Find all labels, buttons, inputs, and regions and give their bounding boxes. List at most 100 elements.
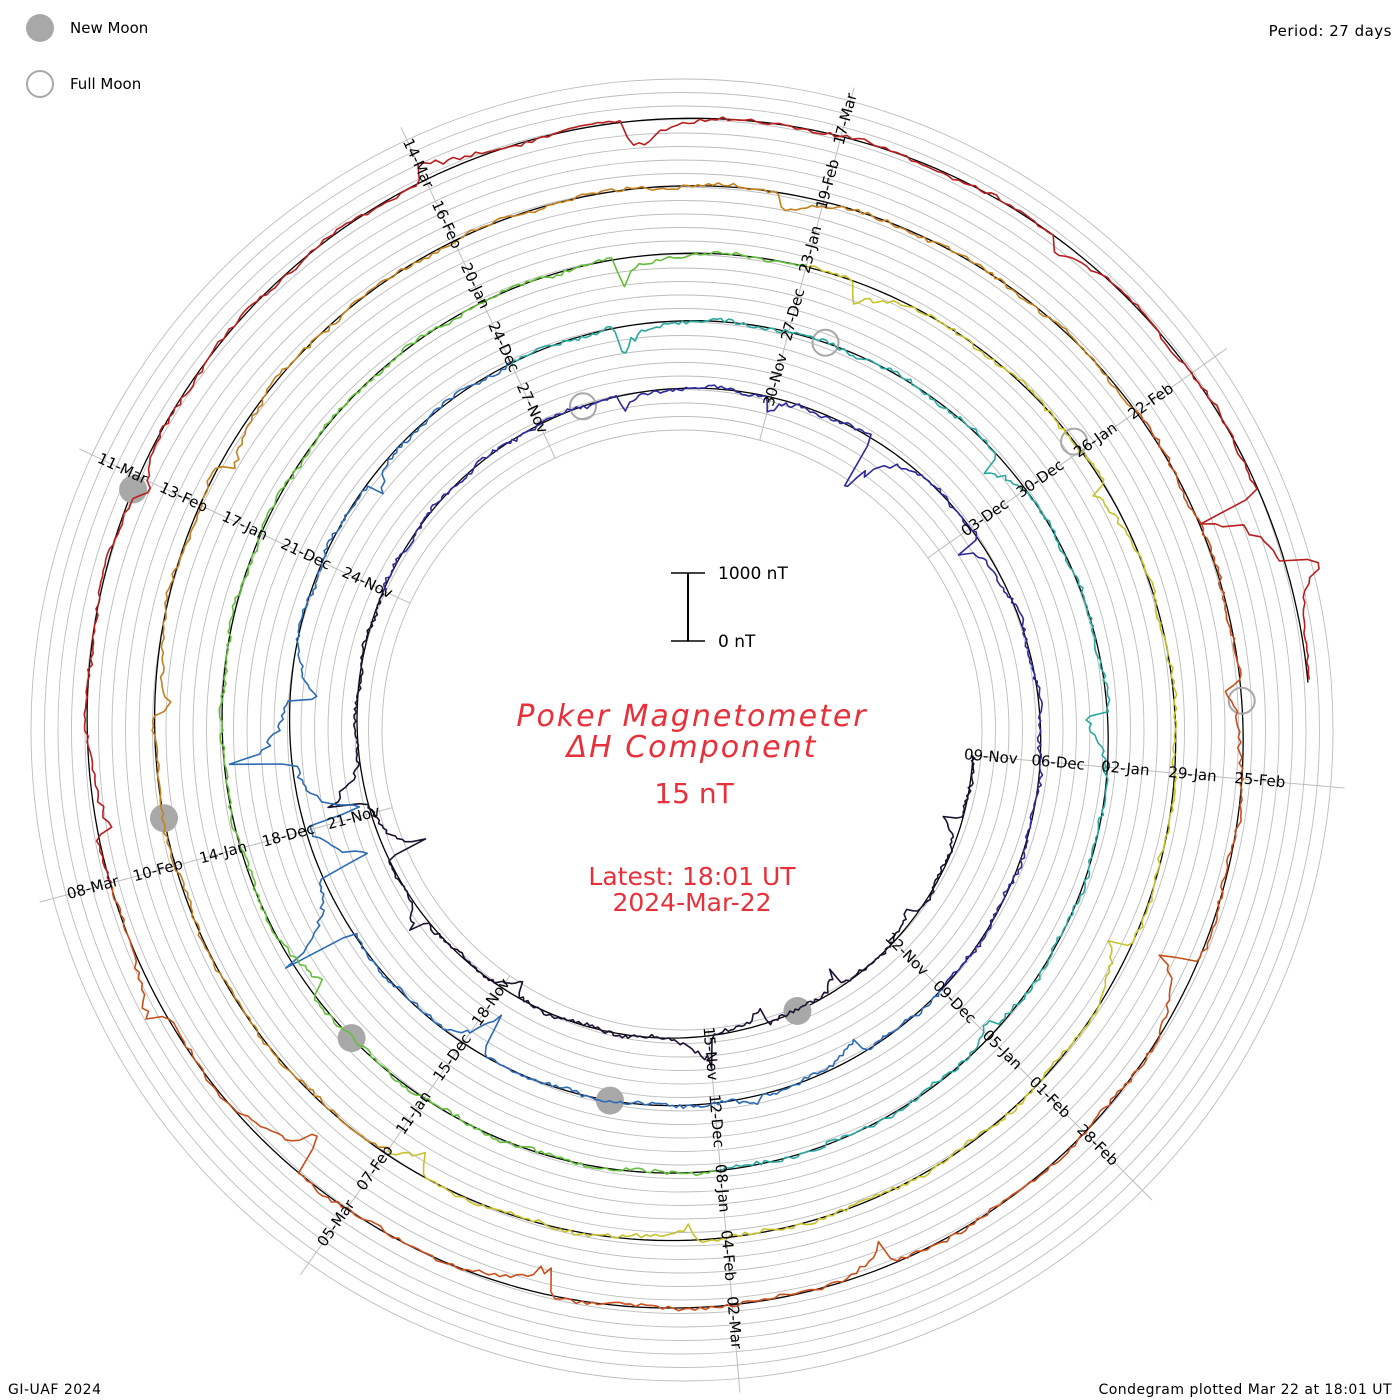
grid-ring	[192, 240, 1172, 1220]
date-label: 04-Feb	[717, 1229, 739, 1281]
date-label: 24-Nov	[339, 563, 395, 602]
date-label: 30-Nov	[760, 351, 791, 408]
new-moon-icon	[26, 14, 54, 42]
grid-ring	[71, 119, 1293, 1341]
legend-full-moon: Full Moon	[26, 70, 141, 98]
date-label: 15-Nov	[699, 1026, 722, 1081]
date-label: 08-Jan	[712, 1163, 734, 1213]
grid-spoke	[400, 127, 556, 459]
legend-new-moon-label: New Moon	[70, 19, 149, 37]
date-label: 18-Dec	[260, 819, 316, 850]
full-moon-marker	[569, 392, 597, 421]
title-line-1: Poker Magnetometer	[516, 699, 867, 734]
legend-new-moon: New Moon	[26, 14, 148, 42]
date-label: 22-Feb	[1125, 379, 1177, 423]
date-label: 21-Dec	[278, 535, 334, 574]
date-label: 02-Jan	[1100, 757, 1150, 779]
grid-ring	[246, 294, 1118, 1166]
latest-date-label: 2024-Mar-22	[612, 888, 771, 917]
grid-layer	[30, 78, 1334, 1382]
date-label: 12-Nov	[881, 929, 932, 980]
date-label: 10-Feb	[131, 855, 185, 886]
grid-ring	[260, 308, 1104, 1152]
grid-ring	[30, 78, 1334, 1382]
trace-layer	[83, 116, 1320, 1312]
latest-time-label: Latest: 18:01 UT	[588, 862, 796, 891]
date-label: 23-Jan	[795, 224, 825, 275]
data-trace-segment-1	[327, 589, 976, 1070]
grid-ring	[98, 146, 1266, 1314]
full-moon-marker	[811, 328, 840, 357]
grid-spoke	[980, 755, 1345, 789]
date-label: 16-Feb	[428, 198, 466, 252]
grid-ring	[341, 389, 1023, 1071]
data-trace-segment-8	[109, 411, 1244, 1312]
date-label: 09-Dec	[929, 977, 980, 1028]
grid-ring	[300, 348, 1064, 1112]
period-label: Period: 27 days	[1268, 22, 1392, 40]
new-moon-marker	[783, 997, 812, 1025]
date-label: 12-Dec	[705, 1094, 728, 1149]
date-label: 01-Feb	[1026, 1073, 1075, 1122]
grid-spoke	[707, 1028, 741, 1393]
grid-ring	[327, 375, 1037, 1085]
title-line-2: ΔH Component	[565, 730, 818, 765]
legend-full-moon-label: Full Moon	[70, 75, 142, 93]
date-label: 06-Dec	[1031, 751, 1086, 774]
scale-bar: 1000 nT 0 nT	[671, 564, 788, 652]
date-label: 17-Jan	[219, 507, 271, 544]
grid-spoke	[759, 87, 855, 441]
date-label: 29-Jan	[1168, 763, 1218, 785]
new-moon-marker	[119, 475, 148, 504]
date-label: 26-Jan	[1070, 419, 1120, 462]
grid-ring	[381, 429, 983, 1031]
data-trace-segment-5	[218, 251, 807, 1177]
grid-spoke	[300, 975, 511, 1276]
full-moon-marker	[1227, 686, 1256, 715]
grid-ring	[206, 254, 1158, 1206]
date-label: 08-Mar	[65, 872, 121, 903]
credit-label: GI-UAF 2024	[8, 1382, 102, 1398]
full-moon-marker	[1060, 427, 1089, 456]
grid-spoke	[893, 941, 1153, 1201]
date-label: 19-Feb	[812, 157, 843, 211]
data-trace-segment-9	[83, 116, 1320, 884]
grid-ring	[219, 267, 1145, 1193]
scale-bottom-label: 0 nT	[718, 632, 756, 652]
grid-ring	[165, 213, 1199, 1247]
grid-ring	[179, 227, 1185, 1233]
data-trace-segment-4	[510, 317, 1111, 1173]
grid-ring	[57, 105, 1307, 1355]
data-trace-segment-2	[382, 384, 1044, 991]
date-label: 03-Dec	[958, 495, 1012, 540]
date-label: 14-Mar	[399, 136, 438, 192]
grid-spoke	[79, 448, 411, 604]
date-label: 05-Mar	[313, 1196, 359, 1250]
date-label: 28-Feb	[1073, 1121, 1122, 1170]
date-label: 20-Jan	[457, 260, 494, 312]
date-label: 14-Jan	[197, 837, 248, 867]
grid-ring	[233, 281, 1131, 1179]
plotted-label: Condegram plotted Mar 22 at 18:01 UT	[1098, 1382, 1392, 1398]
grid-ring	[138, 186, 1226, 1274]
center-title: Poker Magnetometer ΔH Component 15 nT La…	[516, 699, 867, 917]
date-label: 02-Mar	[723, 1296, 746, 1351]
full-moon-icon	[26, 70, 54, 98]
date-label: 05-Jan	[979, 1026, 1026, 1073]
new-moon-marker	[150, 804, 178, 833]
data-trace-segment-6	[387, 265, 1178, 1244]
date-label: 13-Feb	[157, 478, 211, 516]
grid-ring	[287, 335, 1077, 1125]
spoke-layer	[39, 87, 1345, 1393]
data-trace-segment-7	[151, 182, 1138, 1149]
grid-spoke	[39, 807, 393, 903]
scale-top-label: 1000 nT	[718, 564, 788, 584]
baseline-label: 15 nT	[654, 777, 734, 810]
grid-ring	[44, 92, 1320, 1368]
date-label: 30-Dec	[1013, 456, 1067, 501]
data-trace-segment-3	[228, 361, 942, 1110]
grid-ring	[111, 159, 1253, 1301]
grid-ring	[314, 362, 1050, 1098]
